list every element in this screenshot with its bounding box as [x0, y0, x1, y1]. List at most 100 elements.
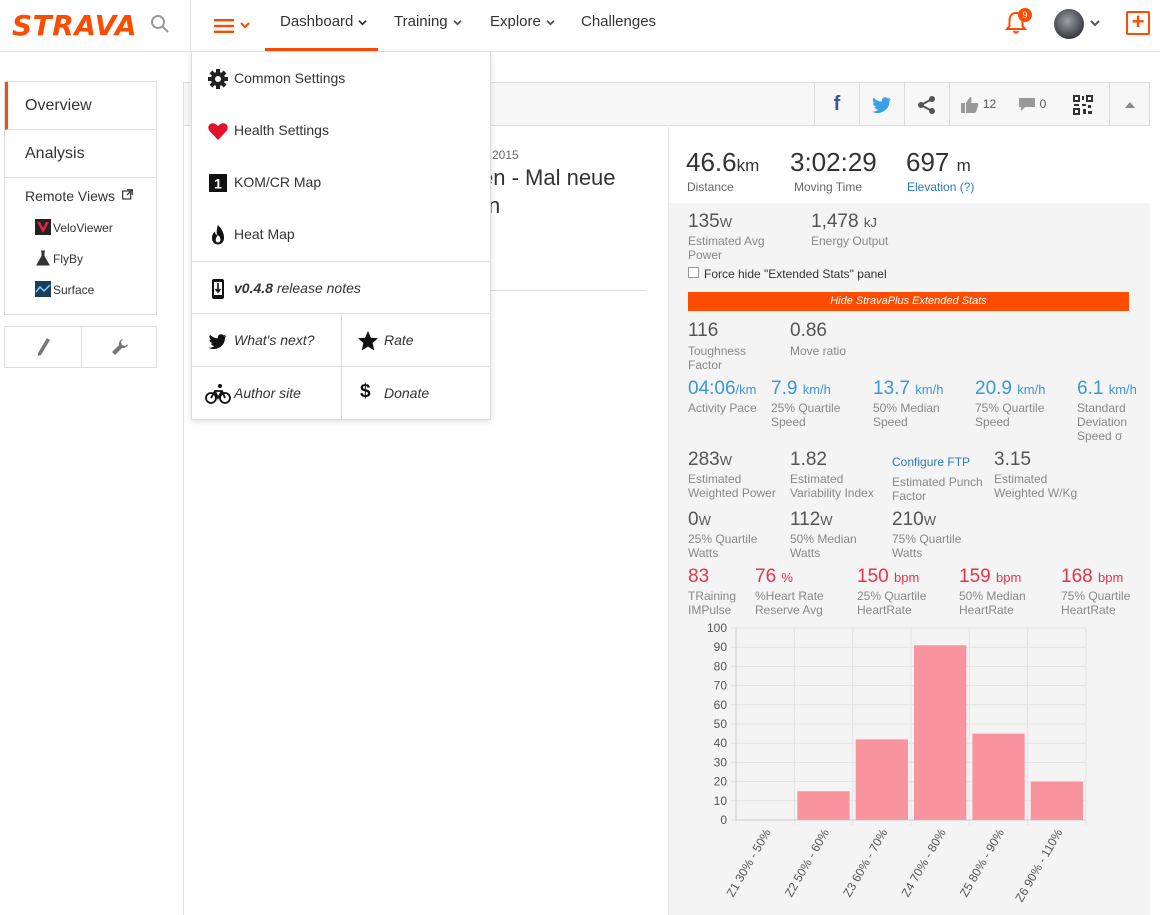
remote-view-flyby[interactable]: FlyBy [35, 250, 83, 266]
nav-training[interactable]: Training [394, 0, 462, 52]
stravaplus-menu-button[interactable] [192, 0, 264, 52]
y-tick-label: 40 [714, 736, 728, 750]
stravaplus-dropdown-menu: Common Settings Health Settings 1 KOM/CR… [191, 51, 491, 420]
median-hr-label: 50% Median HeartRate [959, 589, 1026, 617]
median-speed-label: 50% Median Speed [873, 401, 940, 429]
chevron-down-icon [546, 19, 555, 26]
moving-time-label: Moving Time [794, 180, 863, 194]
search-icon[interactable] [148, 12, 172, 36]
menu-release-notes[interactable]: v0.4.8 release notes [192, 262, 490, 314]
activity-title: en - Mal neue n [481, 165, 616, 218]
remote-view-veloviewer[interactable]: VeloViewer [35, 219, 113, 235]
menu-heat-map[interactable]: Heat Map [192, 208, 490, 260]
median-speed-value: 13.7 km/h [873, 378, 944, 399]
tab-overview[interactable]: Overview [5, 82, 156, 130]
hide-extended-stats-button[interactable]: Hide StravaPlus Extended Stats [688, 292, 1129, 311]
content-divider [183, 83, 184, 915]
menu-health-settings[interactable]: Health Settings [192, 104, 490, 156]
y-tick-label: 80 [714, 659, 728, 673]
kudos-button[interactable]: 12 [949, 83, 1007, 125]
menu-separator [192, 261, 490, 262]
hrr-value: 76 % [755, 566, 793, 587]
force-hide-checkbox[interactable] [688, 267, 699, 278]
trimp-label: TRaining IMPulse [688, 589, 737, 617]
chart-bar [972, 733, 1025, 820]
q25-speed-value: 7.9 km/h [771, 378, 831, 399]
pace-label: Activity Pace [688, 401, 757, 415]
add-activity-button[interactable]: + [1126, 11, 1150, 35]
force-hide-label: Force hide "Extended Stats" panel [704, 267, 887, 281]
twitter-share-button[interactable] [859, 83, 904, 125]
strava-logo[interactable]: STRAVA [12, 9, 138, 42]
wkg-value: 3.15 [994, 449, 1031, 470]
comments-button[interactable]: 0 [1007, 83, 1057, 125]
share-button[interactable] [904, 83, 949, 125]
avatar[interactable] [1054, 9, 1084, 39]
gear-icon [208, 69, 228, 89]
remote-views-heading: Remote Views [25, 188, 133, 204]
weighted-power-value: 283W [688, 449, 732, 470]
menu-author-site[interactable]: Author site [192, 367, 341, 419]
elevation-value: 697 m [906, 147, 971, 177]
menu-rate[interactable]: Rate [342, 314, 490, 366]
tab-analysis[interactable]: Analysis [5, 130, 156, 178]
nav-divider [190, 0, 191, 52]
heart-rate-zone-chart: 0 10 20 30 40 50 60 70 80 90 100 Z1 30% - 50% Z2 50%… [707, 621, 1087, 904]
remote-view-surface[interactable]: Surface [35, 281, 94, 297]
stats-divider [668, 127, 669, 915]
avg-power-value: 135W [688, 211, 732, 232]
variability-label: Estimated Variability Index [790, 472, 874, 500]
menu-whats-next[interactable]: What's next? [192, 314, 341, 366]
weighted-power-label: Estimated Weighted Power [688, 472, 776, 500]
avg-power-label: Estimated Avg Power [688, 234, 765, 262]
twitter-icon [208, 334, 227, 349]
move-ratio-value: 0.86 [790, 320, 827, 341]
stddev-speed-value: 6.1 km/h [1077, 378, 1137, 399]
moving-time-value: 3:02:29 [790, 147, 877, 177]
thumbs-up-icon [960, 96, 979, 113]
nav-dashboard[interactable]: Dashboard [280, 0, 368, 52]
activity-tools [4, 326, 157, 368]
active-nav-indicator [265, 48, 378, 51]
collapse-button[interactable] [1109, 83, 1150, 125]
chart-bar [1030, 781, 1083, 820]
svg-text:1: 1 [214, 176, 222, 192]
y-tick-label: 30 [714, 755, 728, 769]
chart-bar [797, 791, 850, 820]
hrr-label: %Heart Rate Reserve Avg [755, 589, 824, 617]
nav-explore[interactable]: Explore [490, 0, 555, 52]
distance-label: Distance [687, 180, 734, 194]
activity-date: 2015 [492, 148, 519, 162]
q75-speed-value: 20.9 km/h [975, 378, 1046, 399]
configure-ftp-link[interactable]: Configure FTP [892, 455, 971, 469]
nav-challenges[interactable]: Challenges [581, 13, 657, 30]
move-ratio-label: Move ratio [790, 344, 847, 358]
median-hr-value: 159 bpm [959, 566, 1022, 587]
distance-value: 46.6km [686, 147, 760, 177]
chevron-down-icon[interactable] [1090, 19, 1100, 27]
title-divider [480, 290, 647, 291]
menu-common-settings[interactable]: Common Settings [192, 52, 490, 104]
activity-sidebar: Overview Analysis Remote Views VeloViewe… [4, 81, 157, 315]
stddev-speed-label: Standard Deviation Speed σ [1077, 401, 1128, 443]
x-tick-label: Z4 70% - 80% [899, 826, 949, 899]
activity-actions-button[interactable] [81, 327, 157, 367]
menu-separator [192, 313, 490, 314]
dollar-icon: $ [360, 381, 371, 402]
wrench-icon [112, 339, 128, 355]
elevation-label[interactable]: Elevation (?) [907, 180, 975, 194]
y-tick-label: 90 [714, 640, 728, 654]
menu-kom-cr-map[interactable]: 1 KOM/CR Map [192, 156, 490, 208]
chart-bar [855, 739, 908, 820]
facebook-share-button[interactable]: f [814, 83, 859, 125]
y-tick-label: 100 [707, 621, 727, 635]
qr-code-button[interactable] [1057, 83, 1109, 125]
x-tick-label: Z6 90% - 110% [1012, 826, 1065, 904]
trimp-value: 83 [688, 566, 710, 587]
top-navigation: STRAVA Dashboard Training Explore Challe… [0, 0, 1160, 52]
y-tick-label: 70 [714, 679, 728, 693]
x-tick-label: Z2 50% - 60% [782, 826, 832, 899]
edit-activity-button[interactable] [5, 327, 81, 367]
menu-donate[interactable]: $ Donate [360, 381, 430, 402]
caret-up-icon [1125, 101, 1135, 108]
